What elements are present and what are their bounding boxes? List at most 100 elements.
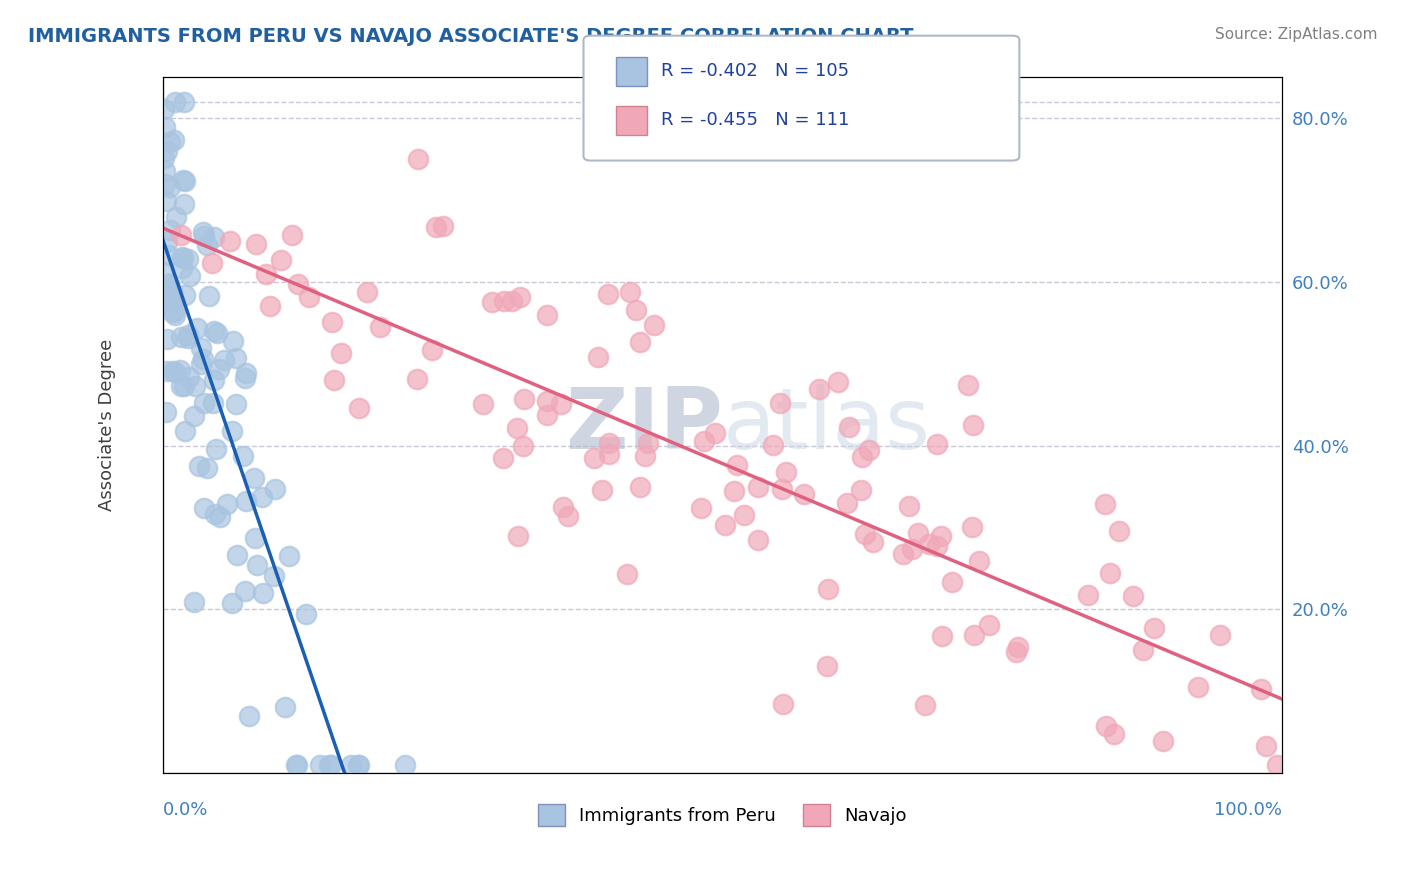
Point <box>775 465 797 479</box>
Point <box>509 290 531 304</box>
Point <box>619 285 641 299</box>
Point <box>233 583 256 598</box>
Point <box>977 617 1000 632</box>
Point <box>173 95 195 109</box>
Point <box>492 294 515 309</box>
Point <box>690 500 713 515</box>
Point <box>1265 757 1288 772</box>
Text: IMMIGRANTS FROM PERU VS NAVAJO ASSOCIATE'S DEGREE CORRELATION CHART: IMMIGRANTS FROM PERU VS NAVAJO ASSOCIATE… <box>28 27 914 45</box>
Point <box>582 450 605 465</box>
Point <box>173 424 195 438</box>
Point <box>155 194 177 208</box>
Point <box>616 567 638 582</box>
Point <box>152 265 174 279</box>
Point <box>425 220 447 235</box>
Point <box>183 595 205 609</box>
Point <box>626 303 648 318</box>
Point <box>963 628 986 642</box>
Point <box>960 520 983 534</box>
Point <box>165 210 187 224</box>
Text: 0.0%: 0.0% <box>163 800 208 819</box>
Point <box>323 373 346 387</box>
Point <box>432 219 454 234</box>
Point <box>193 225 215 239</box>
Point <box>155 235 177 249</box>
Legend: Immigrants from Peru, Navajo: Immigrants from Peru, Navajo <box>530 797 914 833</box>
Point <box>155 405 177 419</box>
Point <box>218 234 240 248</box>
Point <box>927 539 949 553</box>
Point <box>918 537 941 551</box>
Point <box>176 252 198 266</box>
Point <box>270 252 292 267</box>
Point <box>245 531 267 545</box>
Point <box>202 325 225 339</box>
Point <box>1077 588 1099 602</box>
Point <box>1005 645 1028 659</box>
Point <box>704 426 727 441</box>
Point <box>183 409 205 423</box>
Point <box>349 401 371 416</box>
Point <box>173 196 195 211</box>
Point <box>165 95 187 109</box>
Point <box>242 470 264 484</box>
Point <box>169 379 191 393</box>
Point <box>713 517 735 532</box>
Point <box>222 334 245 348</box>
Point <box>747 533 769 548</box>
Point <box>914 698 936 712</box>
Point <box>208 509 231 524</box>
Point <box>817 582 839 597</box>
Point <box>221 595 243 609</box>
Point <box>274 700 297 714</box>
Point <box>591 483 613 498</box>
Point <box>195 460 218 475</box>
Point <box>318 757 340 772</box>
Point <box>160 295 183 310</box>
Point <box>793 486 815 500</box>
Point <box>207 326 229 340</box>
Point <box>907 526 929 541</box>
Point <box>235 366 257 380</box>
Text: 100.0%: 100.0% <box>1215 800 1282 819</box>
Point <box>851 483 873 497</box>
Point <box>901 542 924 557</box>
Point <box>163 305 186 319</box>
Point <box>941 574 963 589</box>
Point <box>193 500 215 515</box>
Point <box>733 508 755 522</box>
Point <box>186 321 208 335</box>
Point <box>221 424 243 438</box>
Point <box>264 482 287 496</box>
Point <box>170 227 193 242</box>
Point <box>163 133 186 147</box>
Point <box>551 500 574 515</box>
Point <box>172 173 194 187</box>
Point <box>815 659 838 673</box>
Point <box>1108 524 1130 538</box>
Point <box>340 757 363 772</box>
Point <box>172 251 194 265</box>
Point <box>254 267 277 281</box>
Point <box>835 496 858 510</box>
Point <box>598 436 620 450</box>
Point <box>512 439 534 453</box>
Point <box>212 352 235 367</box>
Point <box>172 252 194 266</box>
Point <box>165 365 187 379</box>
Point <box>191 351 214 366</box>
Point <box>1254 739 1277 753</box>
Point <box>285 757 308 772</box>
Point <box>160 288 183 302</box>
Point <box>637 436 659 450</box>
Point <box>598 447 620 461</box>
Point <box>725 458 748 473</box>
Point <box>762 438 785 452</box>
Point <box>501 293 523 308</box>
Point <box>858 443 880 458</box>
Point <box>153 120 176 134</box>
Point <box>177 331 200 345</box>
Point <box>235 494 257 508</box>
Text: atlas: atlas <box>723 384 931 467</box>
Point <box>155 177 177 191</box>
